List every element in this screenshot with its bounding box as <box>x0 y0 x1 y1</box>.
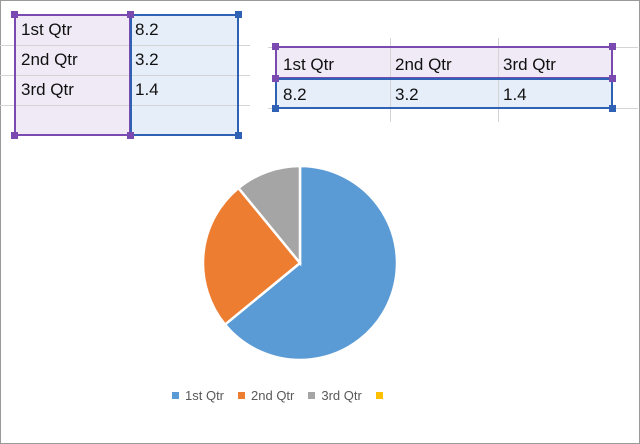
pie-slice[interactable] <box>201 186 302 327</box>
resize-handle[interactable] <box>11 132 18 139</box>
values-selection-border <box>275 78 613 109</box>
horizontal-label-cell[interactable]: 2nd Qtr <box>395 55 452 74</box>
pie-slice[interactable] <box>236 164 302 267</box>
resize-handle[interactable] <box>272 105 279 112</box>
horizontal-label-cell[interactable]: 1st Qtr <box>283 55 335 74</box>
vertical-value-cell[interactable]: 1.4 <box>135 80 159 99</box>
horizontal-label-cell[interactable]: 3rd Qtr <box>503 55 556 74</box>
vertical-label-cell[interactable]: 3rd Qtr <box>21 80 74 99</box>
grid-line <box>0 45 250 46</box>
values-selection-border <box>130 14 239 136</box>
grid-line <box>498 38 499 122</box>
series-name-range-fill <box>276 47 612 78</box>
legend-swatch-icon <box>308 392 316 399</box>
resize-handle[interactable] <box>235 11 242 18</box>
grid-line <box>0 75 250 76</box>
resize-handle[interactable] <box>11 11 18 18</box>
grid-line <box>390 38 391 122</box>
grid-line <box>0 105 250 106</box>
horizontal-value-cell[interactable]: 8.2 <box>283 85 307 104</box>
horizontal-value-cell[interactable]: 1.4 <box>503 85 527 104</box>
vertical-value-cell[interactable]: 3.2 <box>135 50 159 69</box>
resize-handle[interactable] <box>609 43 616 50</box>
vertical-label-cell[interactable]: 1st Qtr <box>21 20 73 39</box>
vertical-label-cell[interactable]: 2nd Qtr <box>21 50 78 69</box>
vertical-value-cell[interactable]: 8.2 <box>135 20 159 39</box>
chart-legend: 1st Qtr 2nd Qtr 3rd Qtr <box>172 388 389 403</box>
legend-label: 1st Qtr <box>185 388 225 403</box>
resize-handle[interactable] <box>609 105 616 112</box>
legend-item[interactable] <box>375 388 389 403</box>
legend-item[interactable]: 2nd Qtr <box>238 388 294 403</box>
legend-item[interactable]: 3rd Qtr <box>308 388 362 403</box>
legend-item[interactable]: 1st Qtr <box>172 388 224 403</box>
resize-handle[interactable] <box>272 75 279 82</box>
values-range-fill <box>276 78 612 108</box>
legend-label: 3rd Qtr <box>321 388 362 403</box>
resize-handle[interactable] <box>609 75 616 82</box>
legend-swatch-icon <box>172 392 179 399</box>
pie-slice[interactable] <box>223 164 399 362</box>
resize-handle[interactable] <box>127 11 134 18</box>
resize-handle[interactable] <box>127 132 134 139</box>
legend-label: 2nd Qtr <box>251 388 295 403</box>
horizontal-value-cell[interactable]: 3.2 <box>395 85 419 104</box>
resize-handle[interactable] <box>272 43 279 50</box>
resize-handle[interactable] <box>235 132 242 139</box>
legend-swatch-icon <box>238 392 246 399</box>
legend-swatch-icon <box>375 392 383 399</box>
